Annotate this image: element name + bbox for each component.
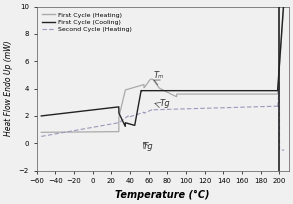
Text: Tₘ: Tₘ (153, 71, 164, 80)
Legend: First Cycle (Heating), First Cycle (Cooling), Second Cycle (Heating): First Cycle (Heating), First Cycle (Cool… (40, 10, 134, 35)
X-axis label: Temperature (°C): Temperature (°C) (115, 190, 210, 200)
Text: Tɡ: Tɡ (143, 142, 154, 151)
Text: Tɡ: Tɡ (160, 99, 171, 108)
Y-axis label: Heat Flow Endo Up (mW): Heat Flow Endo Up (mW) (4, 41, 13, 136)
